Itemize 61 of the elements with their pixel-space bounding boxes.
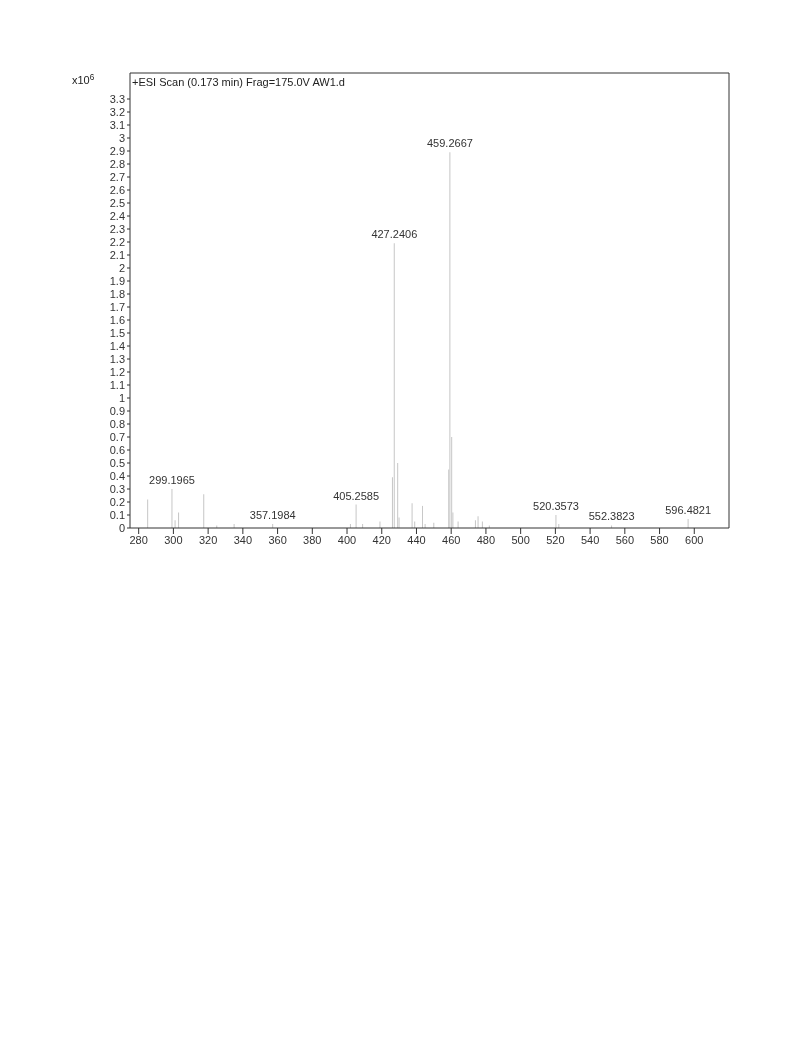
x-tick-label: 560 [615,533,635,546]
y-tick-label: 2.5 [109,196,125,209]
x-tick-label: 360 [268,533,287,546]
y-tick-label: 0.8 [109,417,125,430]
y-tick-label: 2.8 [109,157,125,170]
y-tick-label: 0.5 [109,456,125,469]
y-tick-label: 0.4 [109,469,125,482]
y-tick-label: 0.2 [109,495,125,508]
y-tick-label: 1.4 [109,339,125,352]
annotation: 299.1965 [149,474,195,486]
annotation: 552.3823 [588,510,635,523]
y-tick-label: 0.1 [109,508,125,521]
annotation: 405.2585 [333,489,380,502]
y-tick-label: 3.2 [109,105,125,118]
y-tick-label: 3.1 [109,118,125,131]
y-tick-label: 1.6 [109,313,125,326]
x-tick-label: 340 [233,533,253,546]
y-tick-label: 1.2 [109,365,125,378]
annotation: 427.2406 [371,228,418,241]
chart-title: +ESI Scan (0.173 min) Frag=175.0V AW1.d [132,76,345,88]
y-tick-label: 2.7 [109,170,125,183]
x-tick-label: 500 [511,533,530,546]
y-tick-label: 2.6 [109,183,125,196]
x-tick-label: 520 [546,533,565,546]
y-tick-label: 1.7 [109,300,125,313]
y-tick-label: 2.3 [109,222,125,235]
y-tick-label: 3.3 [109,92,125,105]
y-tick-label: 1 [118,391,125,404]
y-tick-label: 0 [118,521,125,534]
x-tick-label: 540 [580,533,600,546]
y-tick-label: 1.3 [109,352,125,365]
y-tick-label: 2.1 [109,248,125,261]
annotation: 357.1984 [249,509,296,522]
y-tick-label: 0.9 [109,404,125,417]
y-tick-label: 0.3 [109,482,125,495]
annotation: 596.4821 [665,503,712,516]
annotation: 520.3573 [533,500,579,512]
y-tick-label: 1.5 [109,326,125,339]
x-tick-label: 480 [476,533,496,546]
x-tick-label: 600 [685,533,704,546]
y-tick-label: 1.1 [109,378,125,391]
x-tick-label: 440 [407,533,426,546]
y-tick-label: 2.2 [109,235,125,248]
x-tick-label: 320 [198,533,218,546]
y-tick-label: 3 [118,131,125,144]
y-tick-label: 1.9 [109,274,125,287]
x-tick-label: 460 [442,533,461,546]
x-tick-label: 400 [337,533,357,546]
annotation: 459.2667 [426,137,473,150]
y-tick-label: 2.9 [109,144,125,157]
y-tick-label: 0.7 [109,430,125,443]
x-tick-label: 380 [303,533,322,546]
x-tick-label: 580 [650,533,669,546]
x-tick-label: 280 [129,533,148,546]
y-axis-title: x10$^{6}$ [72,72,95,86]
x-tick-label: 300 [164,533,183,546]
y-tick-label: 0.6 [109,443,125,456]
x-tick-label: 420 [372,533,391,546]
y-tick-label: 2 [118,261,125,274]
y-tick-label: 2.4 [109,209,125,222]
y-tick-label: 1.8 [109,287,125,300]
